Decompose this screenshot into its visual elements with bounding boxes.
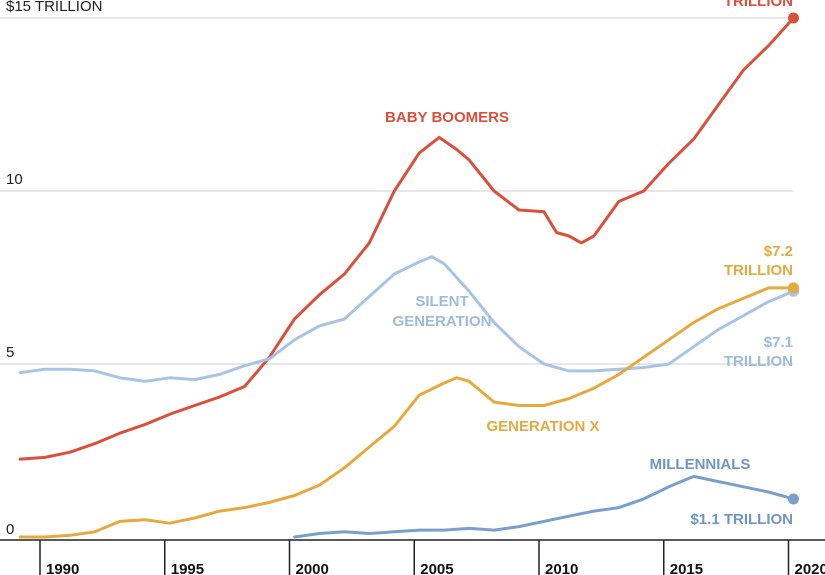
endpoint-label-millennials: $1.1 TRILLION bbox=[690, 511, 793, 528]
y-tick-label: $15 TRILLION bbox=[6, 0, 102, 15]
series-line-baby-boomers bbox=[18, 16, 795, 461]
x-tick-label: 2010 bbox=[545, 561, 578, 575]
endpoint-dot-millennials bbox=[788, 493, 799, 505]
series-label-baby-boomers: BABY BOOMERS bbox=[385, 109, 509, 126]
y-tick-label: 5 bbox=[6, 344, 14, 361]
y-tick-label: 0 bbox=[6, 521, 14, 538]
x-tick-label: 1995 bbox=[171, 561, 204, 575]
endpoint-label-silent-generation: TRILLION bbox=[724, 353, 793, 370]
endpoint-label-generation-x: TRILLION bbox=[724, 262, 793, 279]
series-label-generation-x: GENERATION X bbox=[486, 418, 599, 435]
series-label-silent-generation: SILENT bbox=[415, 293, 468, 310]
x-tick-label: 2015 bbox=[670, 561, 703, 575]
y-axis-tick-labels: 0 5 10 $15 TRILLION bbox=[6, 0, 102, 538]
x-tick-label: 1990 bbox=[46, 561, 79, 575]
endpoint-label-baby-boomers: TRILLION bbox=[724, 0, 793, 10]
endpoint-label-silent-generation: $7.1 bbox=[764, 334, 793, 351]
series-line-millennials bbox=[293, 474, 795, 539]
endpoint-dot-generation-x bbox=[788, 282, 799, 294]
x-tick-label: 2005 bbox=[420, 561, 453, 575]
series-label-silent-generation: GENERATION bbox=[393, 313, 492, 330]
series-line-generation-x bbox=[18, 286, 795, 539]
series-labels: BABY BOOMERS TRILLION SILENT GENERATION $7.1… bbox=[385, 0, 793, 528]
endpoint-dot-baby-boomers bbox=[788, 12, 799, 24]
x-tick-label: 2020 bbox=[795, 561, 825, 575]
series-lines bbox=[18, 12, 799, 539]
y-tick-label: 10 bbox=[6, 171, 23, 188]
x-axis: 1990 1995 2000 2005 2010 2015 2020 bbox=[0, 539, 825, 575]
x-tick-label: 2000 bbox=[296, 561, 329, 575]
series-label-millennials: MILLENNIALS bbox=[650, 456, 751, 473]
series-line-silent-generation bbox=[18, 255, 795, 383]
endpoint-label-generation-x: $7.2 bbox=[764, 243, 793, 260]
